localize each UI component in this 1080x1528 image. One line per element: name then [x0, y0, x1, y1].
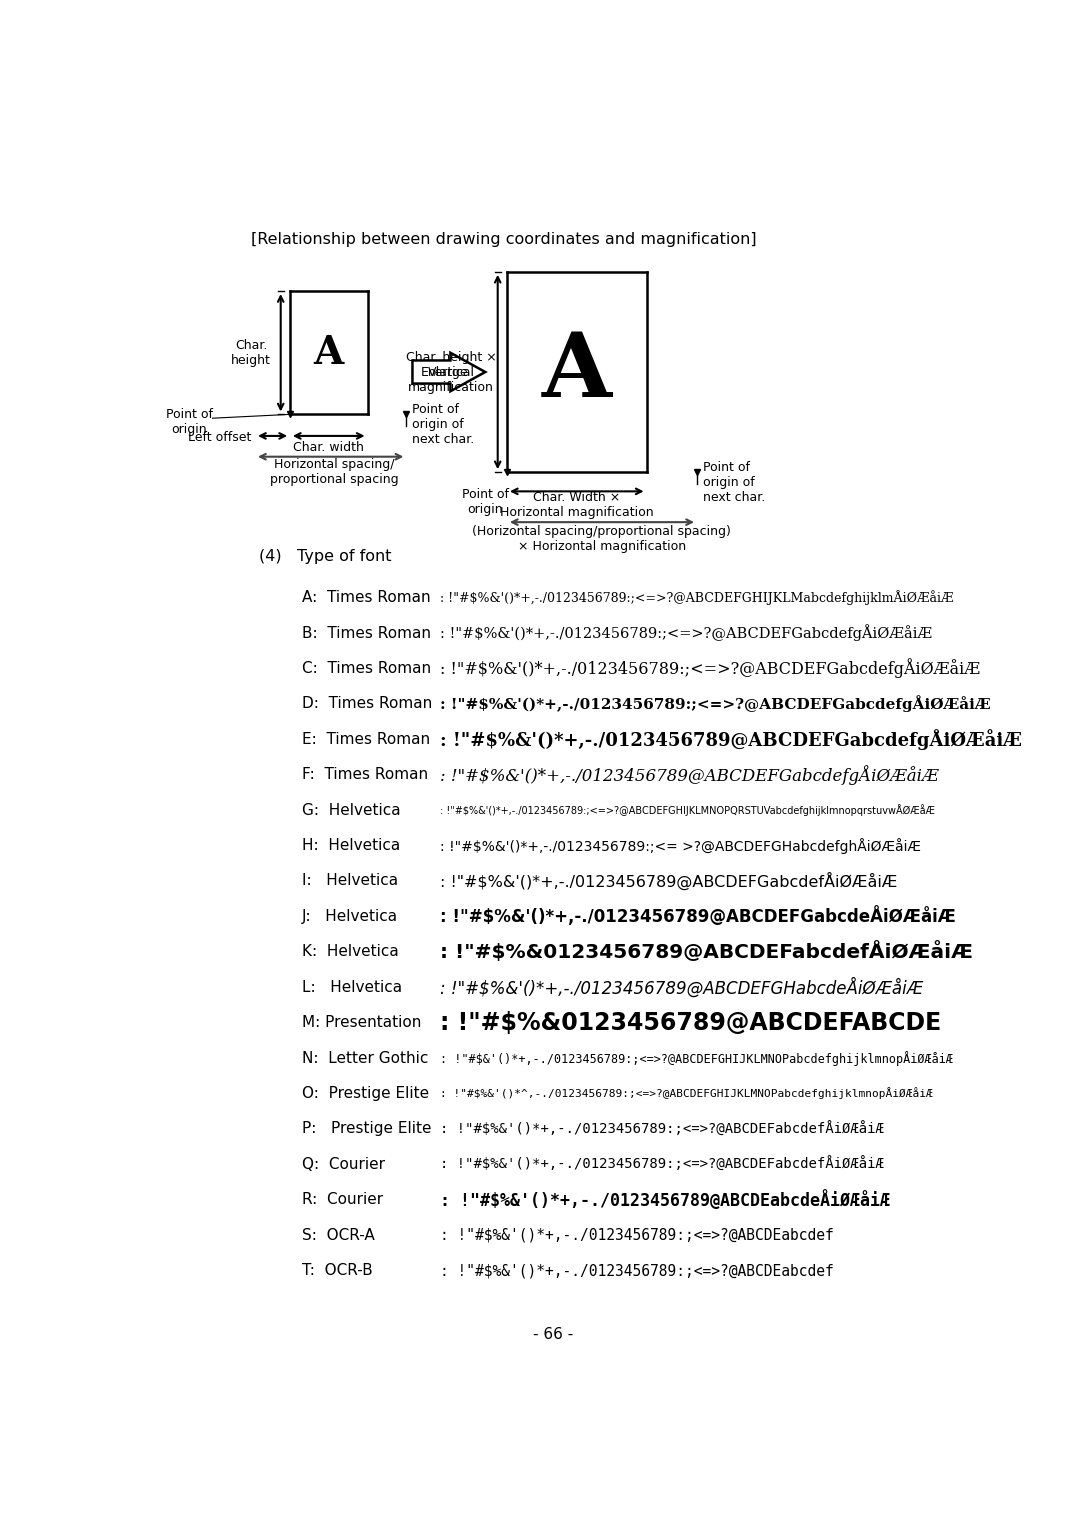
Text: : !"#$%&'()*+,-./0123456789:;<=>?@ABCDEabcdef: : !"#$%&'()*+,-./0123456789:;<=>?@ABCDEa… [440, 1264, 834, 1277]
Text: : !"#$%&'()*+,-./0123456789@ABCDEFGabcdefgÅiØÆåiÆ: : !"#$%&'()*+,-./0123456789@ABCDEFGabcde… [440, 766, 939, 785]
Text: : !"#$%&'()*+,-./0123456789:;<=>?@ABCDEFabcdefÅiØÆåiÆ: : !"#$%&'()*+,-./0123456789:;<=>?@ABCDEF… [440, 1122, 883, 1137]
Text: Enlarge: Enlarge [421, 365, 469, 379]
Text: I:   Helvetica: I: Helvetica [301, 874, 397, 888]
Text: : !"#$%&'()*+,-./0123456789@ABCDEabcdeÅiØÆåiÆ: : !"#$%&'()*+,-./0123456789@ABCDEabcdeÅi… [440, 1190, 890, 1210]
Text: C:  Times Roman: C: Times Roman [301, 662, 431, 675]
Text: F:  Times Roman: F: Times Roman [301, 767, 428, 782]
Text: L:   Helvetica: L: Helvetica [301, 979, 402, 995]
Text: A:  Times Roman: A: Times Roman [301, 590, 430, 605]
Text: (Horizontal spacing/proportional spacing)
× Horizontal magnification: (Horizontal spacing/proportional spacing… [473, 526, 731, 553]
Text: Q:  Courier: Q: Courier [301, 1157, 384, 1172]
Text: : !"#$%&'()*+,-./0123456789:;<=>?@ABCDEFGabcdefgÅiØÆåiÆ: : !"#$%&'()*+,-./0123456789:;<=>?@ABCDEF… [440, 695, 990, 712]
Text: : !"#$%&'()*+,-./0123456789:;<=>?@ABCDEFGabcdefgÅiØÆåiÆ: : !"#$%&'()*+,-./0123456789:;<=>?@ABCDEF… [440, 625, 932, 642]
Text: A: A [313, 333, 343, 371]
Text: N:  Letter Gothic: N: Letter Gothic [301, 1051, 428, 1065]
Text: D:  Times Roman: D: Times Roman [301, 697, 432, 712]
Text: A: A [542, 329, 611, 416]
Text: G:  Helvetica: G: Helvetica [301, 802, 401, 817]
Text: (4)   Type of font: (4) Type of font [259, 549, 391, 564]
Text: : !"#$%&0123456789@ABCDEFabcdefÅiØÆåiÆ: : !"#$%&0123456789@ABCDEFabcdefÅiØÆåiÆ [440, 941, 973, 963]
Text: - 66 -: - 66 - [534, 1326, 573, 1342]
Text: : !"#$%&'()*+,-./0123456789:;<=>?@ABCDEabcdef: : !"#$%&'()*+,-./0123456789:;<=>?@ABCDEa… [440, 1227, 834, 1242]
Text: T:  OCR-B: T: OCR-B [301, 1264, 373, 1277]
Text: M: Presentation: M: Presentation [301, 1015, 421, 1030]
Text: Horizontal spacing/
proportional spacing: Horizontal spacing/ proportional spacing [270, 458, 399, 486]
Text: : !"#$%&'()*+,-./0123456789@ABCDEFGabcdefgÅiØÆåiÆ: : !"#$%&'()*+,-./0123456789@ABCDEFGabcde… [440, 729, 1022, 750]
Text: : !"#$%&'()*+,-./0123456789:;<= >?@ABCDEFGHabcdefghÅiØÆåiÆ: : !"#$%&'()*+,-./0123456789:;<= >?@ABCDE… [440, 837, 920, 854]
Text: : !"#$%&'()*+,-./0123456789:;<=>?@ABCDEFGHIJKLMabcdefghijklmÅiØÆåiÆ: : !"#$%&'()*+,-./0123456789:;<=>?@ABCDEF… [440, 590, 953, 605]
Text: Char.
height: Char. height [231, 339, 271, 367]
Text: [Relationship between drawing coordinates and magnification]: [Relationship between drawing coordinate… [252, 232, 757, 248]
Text: : !"#$&'()*+,-./0123456789:;<=>?@ABCDEFGHIJKLMNOPabcdefghijklmnopÅiØÆåiÆ: : !"#$&'()*+,-./0123456789:;<=>?@ABCDEFG… [440, 1051, 953, 1065]
Text: R:  Courier: R: Courier [301, 1192, 382, 1207]
Text: K:  Helvetica: K: Helvetica [301, 944, 399, 960]
Text: : !"#$%&0123456789@ABCDEFABCDE: : !"#$%&0123456789@ABCDEFABCDE [440, 1010, 941, 1034]
Text: B:  Times Roman: B: Times Roman [301, 625, 431, 640]
Text: Point of
origin: Point of origin [462, 487, 509, 515]
Text: S:  OCR-A: S: OCR-A [301, 1227, 375, 1242]
Text: Char. Width ×
Horizontal magnification: Char. Width × Horizontal magnification [500, 490, 653, 520]
Text: Char. height ×
Vertical
magnification: Char. height × Vertical magnification [406, 350, 497, 394]
Text: E:  Times Roman: E: Times Roman [301, 732, 430, 747]
Text: Char. width: Char. width [294, 442, 364, 454]
Text: : !"#$%&'()*+,-./0123456789@ABCDEFGabcdeÅiØÆåiÆ: : !"#$%&'()*+,-./0123456789@ABCDEFGabcde… [440, 906, 956, 926]
Text: : !"#$%&'()*+,-./0123456789@ABCDEFGabcdefÅiØÆåiÆ: : !"#$%&'()*+,-./0123456789@ABCDEFGabcde… [440, 872, 897, 891]
Text: : !"#$%&'()*+,-./0123456789:;<=>?@ABCDEFabcdefÅiØÆåiÆ: : !"#$%&'()*+,-./0123456789:;<=>?@ABCDEF… [440, 1157, 883, 1172]
Text: J:   Helvetica: J: Helvetica [301, 909, 397, 924]
Text: Point of
origin of
next char.: Point of origin of next char. [413, 403, 475, 446]
Text: Point of
origin: Point of origin [165, 408, 213, 435]
Text: : !"#$%&'()*^,-./0123456789:;<=>?@ABCDEFGHIJKLMNOPabcdefghijklmnopÅiØÆåiÆ: : !"#$%&'()*^,-./0123456789:;<=>?@ABCDEF… [440, 1088, 932, 1100]
Text: H:  Helvetica: H: Helvetica [301, 837, 400, 853]
Text: : !"#$%&'()*+,-./0123456789:;<=>?@ABCDEFGHIJKLMNOPQRSTUVabcdefghijklmnopqrstuvwÅ: : !"#$%&'()*+,-./0123456789:;<=>?@ABCDEF… [440, 804, 934, 816]
Text: : !"#$%&'()*+,-./0123456789:;<=>?@ABCDEFGabcdefgÅiØÆåiÆ: : !"#$%&'()*+,-./0123456789:;<=>?@ABCDEF… [440, 659, 980, 678]
Text: O:  Prestige Elite: O: Prestige Elite [301, 1086, 429, 1102]
Text: P:   Prestige Elite: P: Prestige Elite [301, 1122, 431, 1137]
Text: Point of
origin of
next char.: Point of origin of next char. [703, 460, 766, 504]
Text: Left offset: Left offset [188, 431, 252, 445]
Text: : !"#$%&'()*+,-./0123456789@ABCDEFGHabcdeÅiØÆåiÆ: : !"#$%&'()*+,-./0123456789@ABCDEFGHabcd… [440, 976, 922, 998]
